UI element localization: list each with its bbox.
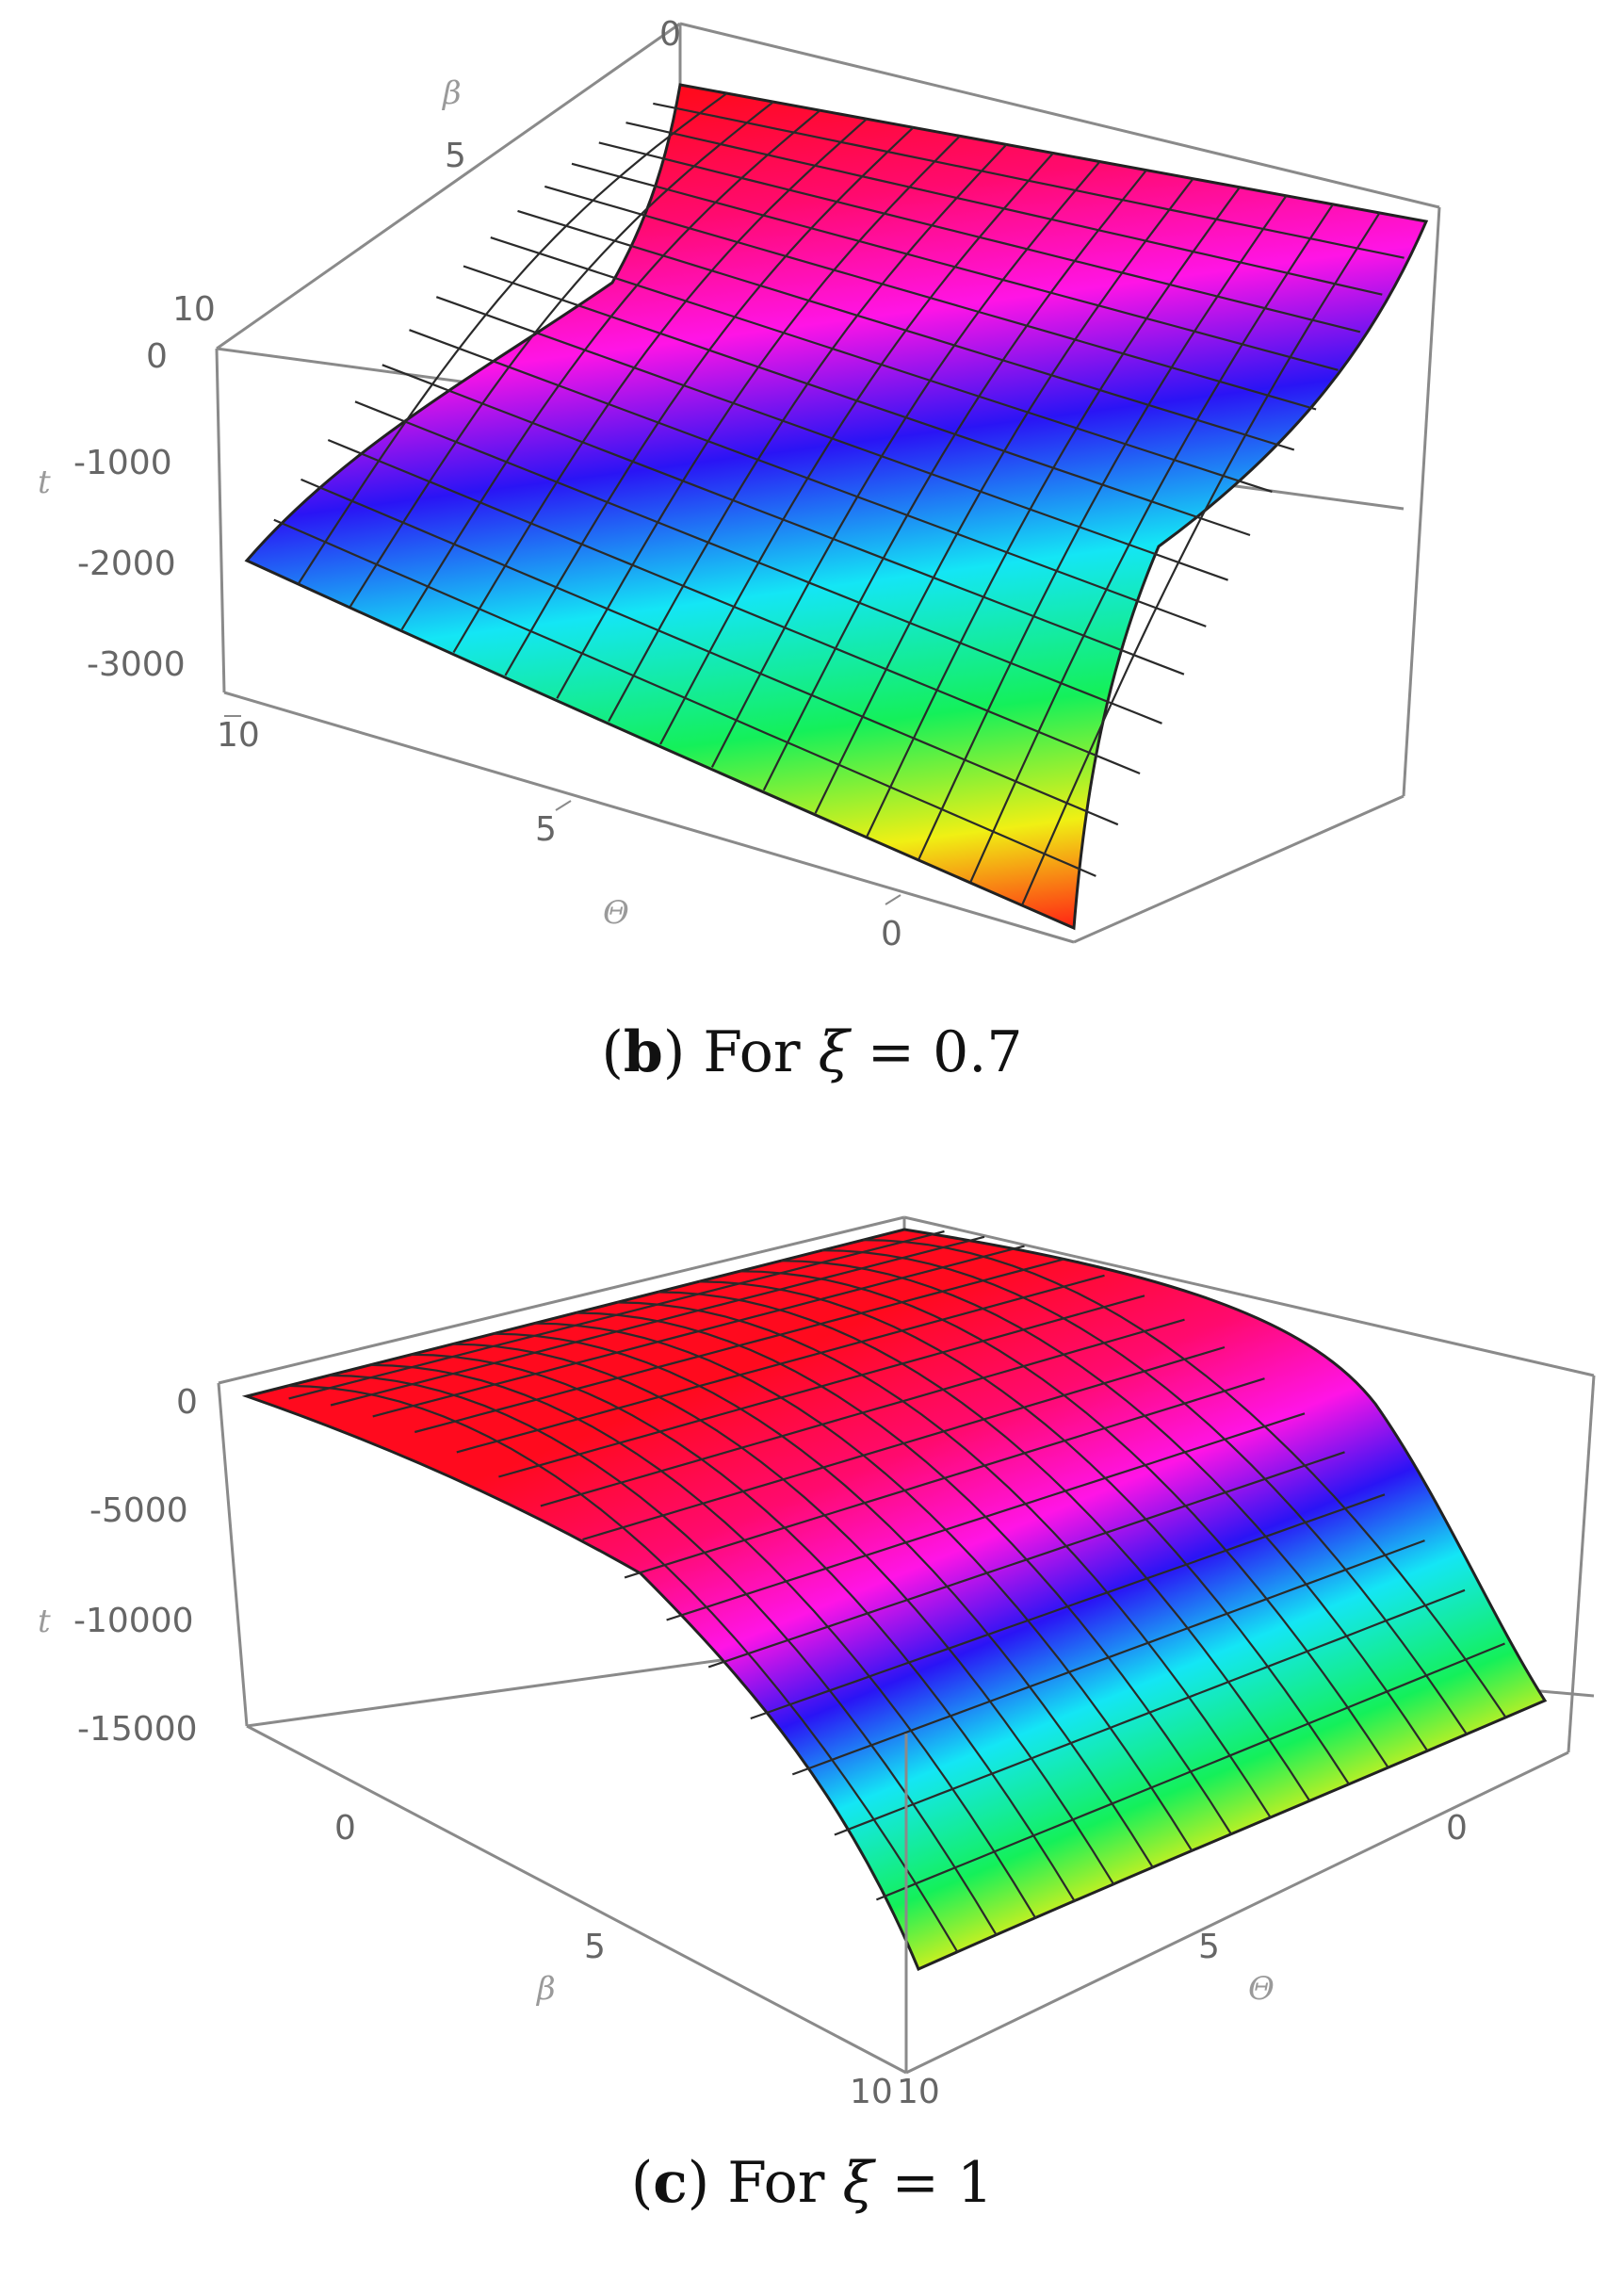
y-axis-name: β [441, 74, 462, 112]
mesh-line [781, 1260, 1429, 1752]
mesh-line [382, 364, 1185, 676]
box-edge [679, 22, 1440, 209]
z-tick-label: -2000 [77, 545, 176, 583]
x-tick-label: 10 [217, 716, 260, 755]
x-axis-name: Θ [603, 894, 629, 932]
mesh-line [918, 195, 1288, 860]
mesh-line [710, 160, 1101, 768]
mesh-line [582, 1345, 1226, 1541]
z-tick-label: 0 [146, 337, 168, 376]
box-edge [905, 1750, 1569, 2075]
tick-mark [555, 800, 572, 811]
mesh-line [463, 265, 1251, 537]
chart-panel-b: 0 -1000 -2000 -3000 0 5 10 10 5 0 t β Θ … [38, 15, 1441, 1085]
y-tick-label: 0 [334, 1809, 356, 1848]
mesh-line [409, 329, 1207, 627]
box-edge [903, 1215, 1595, 1377]
mesh-line [698, 1280, 1351, 1785]
mesh-grid-c [287, 1229, 1507, 1953]
box-edge [1567, 1375, 1596, 1753]
caption-b: (b) For ξ = 0.7 [601, 1019, 1023, 1085]
mesh-line [435, 296, 1228, 581]
mesh-line [969, 204, 1334, 883]
surface-b [244, 83, 1429, 931]
z-tick-label: -5000 [89, 1491, 188, 1530]
mesh-line [1021, 212, 1381, 906]
y-tick-label: 10 [850, 2073, 893, 2111]
caption-prefix: For [703, 1019, 801, 1085]
mesh-line [750, 1493, 1386, 1720]
mesh-line [616, 1301, 1273, 1819]
caption-symbol: ξ [842, 2150, 874, 2216]
y-tick-label: 0 [659, 15, 681, 54]
mesh-line [658, 1291, 1311, 1802]
z-axis-name: t [38, 464, 51, 501]
caption-c: (c) For ξ = 1 [630, 2150, 994, 2216]
chart-panel-c: 0 -5000 -10000 -15000 0 5 10 0 5 10 t β … [0, 1159, 1624, 2296]
box-edge [217, 1382, 249, 1727]
box-edge [216, 22, 681, 350]
x-tick-label: 10 [897, 2073, 940, 2111]
mesh-line [624, 1377, 1265, 1579]
mesh-line [739, 1270, 1389, 1768]
z-tick-label: -10000 [73, 1602, 194, 1640]
panel-label: c [653, 2150, 688, 2216]
surface-c [241, 1228, 1548, 1971]
y-tick-label: 5 [584, 1928, 606, 1966]
mesh-line [834, 1588, 1466, 1836]
surface-plot-c: 0 -5000 -10000 -15000 0 5 10 0 5 10 t β … [38, 1215, 1596, 2111]
z-tick-label: -3000 [87, 645, 186, 684]
panel-label: b [623, 1019, 663, 1085]
z-tick-label: -15000 [77, 1710, 198, 1749]
mesh-grid-b [273, 92, 1405, 906]
mesh-line [866, 187, 1241, 837]
mesh-line [814, 178, 1194, 814]
mesh-line [791, 1539, 1425, 1776]
bounding-box-front-b [215, 206, 1441, 944]
tick-mark [885, 894, 901, 905]
mesh-line [821, 1249, 1468, 1735]
y-tick-label: 10 [172, 290, 216, 329]
caption-symbol: ξ [818, 1019, 850, 1085]
z-axis-name: t [38, 1603, 51, 1640]
x-tick-label: 5 [535, 810, 557, 849]
surface-plot-b: 0 -1000 -2000 -3000 0 5 10 10 5 0 t β Θ [38, 15, 1441, 953]
box-edge [218, 1215, 905, 1385]
box-edge [223, 691, 1075, 944]
mesh-line [863, 1239, 1507, 1718]
bounding-box-front-c [217, 1375, 1596, 2075]
caption-value: = 0.7 [867, 1019, 1023, 1085]
caption-prefix: For [727, 2150, 825, 2216]
z-tick-label: 0 [176, 1383, 198, 1422]
mesh-line [300, 478, 1119, 826]
mesh-line [875, 1642, 1505, 1901]
mesh-line [354, 400, 1162, 725]
box-edge [1402, 206, 1441, 797]
x-tick-label: 5 [1198, 1928, 1220, 1966]
x-tick-label: 0 [1446, 1809, 1468, 1848]
mesh-line [707, 1451, 1345, 1669]
x-tick-label: 0 [881, 915, 902, 953]
box-edge [246, 1724, 907, 2075]
mesh-line [762, 169, 1147, 791]
y-axis-name: β [535, 1970, 556, 2008]
theta-axis-ticks-b [224, 715, 901, 905]
mesh-line [327, 438, 1141, 775]
caption-value: = 1 [891, 2150, 994, 2216]
x-axis-name: Θ [1248, 1970, 1275, 2008]
y-tick-label: 5 [445, 137, 466, 175]
z-tick-label: -1000 [73, 444, 172, 482]
mesh-line [666, 1412, 1306, 1621]
box-edge [215, 348, 226, 693]
box-edge [1073, 794, 1405, 944]
mesh-line [273, 518, 1096, 877]
